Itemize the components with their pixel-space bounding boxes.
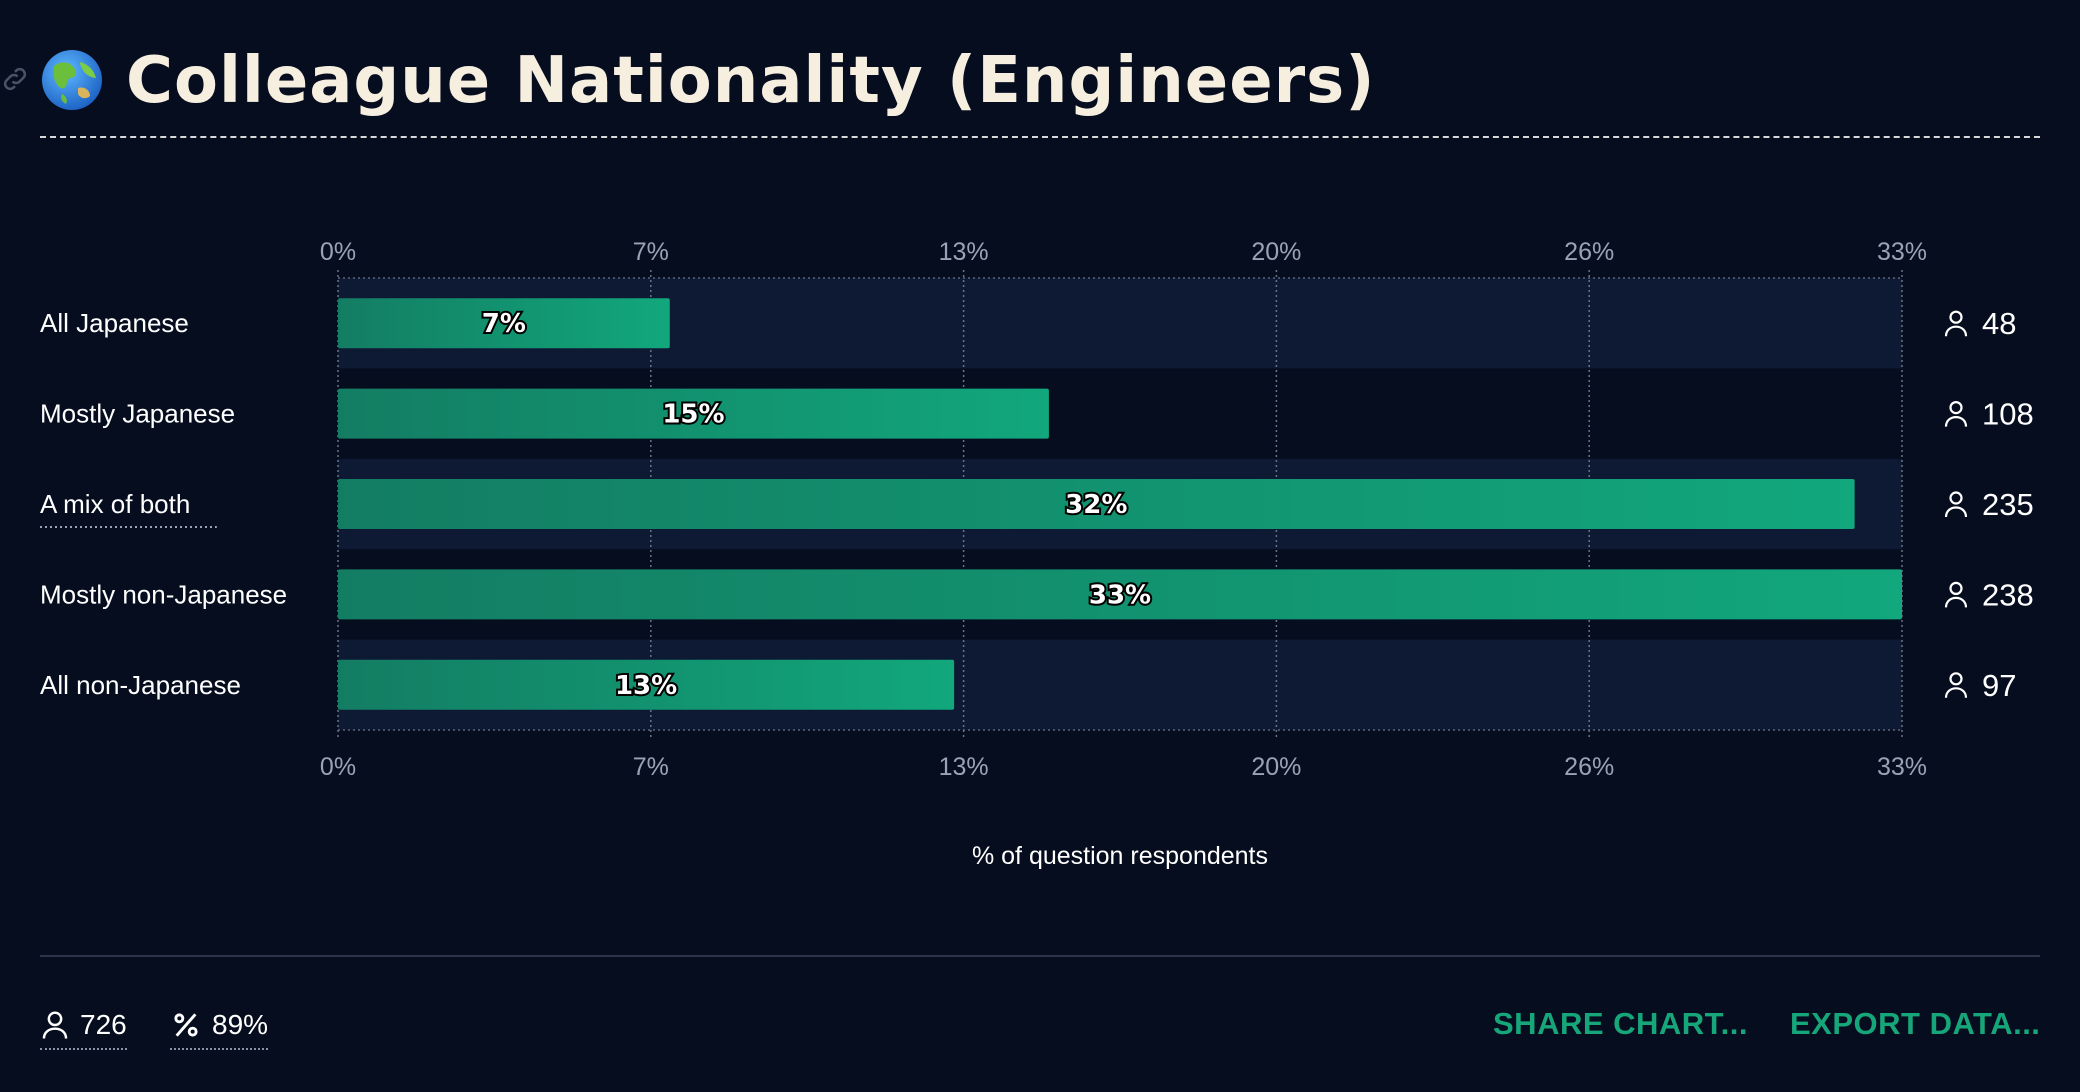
chart-title: Colleague Nationality (Engineers) [126,44,1376,118]
respondent-count: 108 [1982,397,2034,432]
export-data-button[interactable]: EXPORT DATA... [1790,1006,2041,1041]
respondent-count: 48 [1982,306,2016,341]
respondent-count: 238 [1982,577,2034,612]
title-divider [40,136,2040,138]
tick-label-top: 20% [1251,238,1301,266]
bar[interactable] [338,298,670,349]
tick-label-top: 33% [1877,238,1927,266]
person-icon [40,1009,70,1041]
person-icon [1944,672,1968,698]
respondents-stat[interactable]: 726 [40,1004,127,1050]
percent-stat[interactable]: 89% [170,1004,269,1050]
bar[interactable] [338,479,1855,529]
category-label: All non-Japanese [40,670,241,700]
category-label: Mostly Japanese [40,399,235,429]
tick-label-bottom: 26% [1564,753,1614,781]
bar[interactable] [338,388,1049,439]
person-icon [1944,491,1968,518]
percent-icon [170,1009,202,1041]
footer-divider [40,955,2040,957]
chart-header: Colleague Nationality (Engineers) [3,40,2040,140]
tick-label-bottom: 33% [1877,753,1927,781]
bar-value-label: 15% [662,400,724,430]
percent-value: 89% [212,1009,269,1040]
tick-label-top: 7% [633,238,669,266]
tick-label-bottom: 13% [939,753,989,781]
bar-value-label: 7% [482,309,526,339]
person-icon [1944,401,1968,427]
share-chart-button[interactable]: SHARE CHART... [1493,1006,1749,1041]
globe-asia-icon [40,48,104,112]
bar-value-label: 32% [1065,490,1127,520]
bar[interactable] [338,659,955,710]
tick-label-bottom: 7% [633,753,669,781]
respondent-count: 235 [1982,487,2034,522]
category-label: All Japanese [40,308,189,338]
tick-label-top: 0% [320,238,356,266]
person-icon [1944,581,1968,608]
tick-label-top: 13% [939,238,989,266]
person-icon [1944,310,1968,337]
tick-label-bottom: 20% [1251,753,1301,781]
category-label: Mostly non-Japanese [40,579,287,609]
respondents-count: 726 [80,1009,127,1040]
respondent-count: 97 [1982,668,2016,703]
category-label: A mix of both [40,489,190,519]
link-icon[interactable] [0,64,30,94]
x-axis-title: % of question respondents [972,842,1268,870]
bar[interactable] [338,569,1902,620]
tick-label-top: 26% [1564,238,1614,266]
bar-chart: 0% 0% 7% 7% 13% 13% 20% 20% 26% 26% 33% 33% All Japa… [40,238,2034,870]
tick-label-bottom: 0% [320,753,356,781]
bar-value-label: 33% [1089,580,1151,610]
bar-value-label: 13% [615,671,677,701]
